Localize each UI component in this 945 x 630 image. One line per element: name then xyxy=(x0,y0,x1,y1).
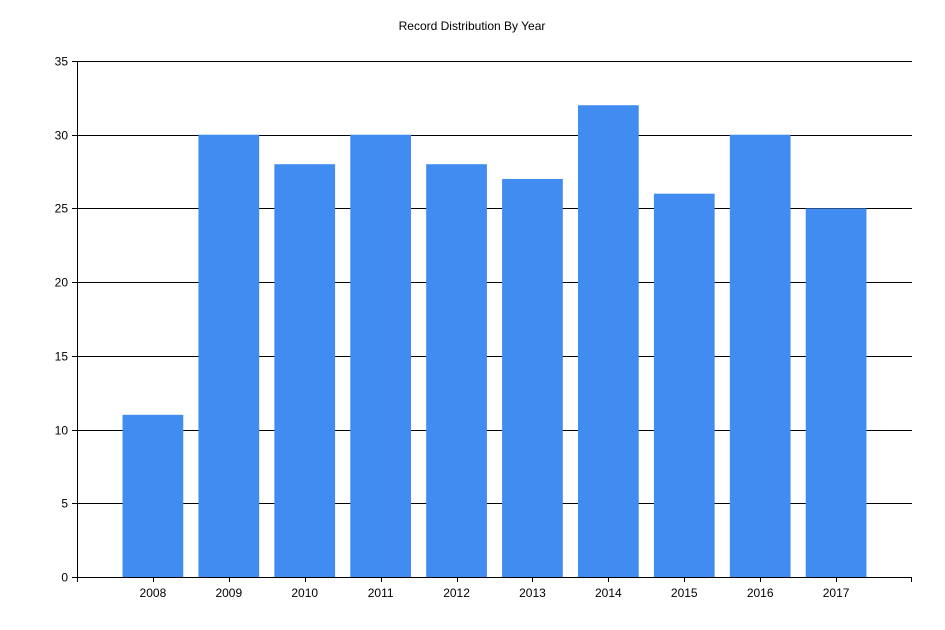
bars xyxy=(122,105,867,577)
bar-2016[interactable] xyxy=(729,134,791,577)
chart-title: Record Distribution By Year xyxy=(399,19,546,33)
bar-2017[interactable] xyxy=(805,208,867,577)
y-tick-label: 0 xyxy=(61,571,68,585)
x-tick-label: 2014 xyxy=(595,586,622,600)
y-tick-label: 20 xyxy=(55,276,69,290)
y-tick-label: 30 xyxy=(55,129,69,143)
x-tick-label: 2008 xyxy=(140,586,167,600)
x-tick-label: 2012 xyxy=(443,586,470,600)
bar-2009[interactable] xyxy=(198,134,260,577)
x-tick-label: 2010 xyxy=(291,586,318,600)
x-tick-label: 2013 xyxy=(519,586,546,600)
bar-2011[interactable] xyxy=(350,134,411,577)
x-tick-label: 2017 xyxy=(823,586,850,600)
x-tick-label: 2009 xyxy=(215,586,242,600)
y-tick-label: 15 xyxy=(55,350,69,364)
bar-2008[interactable] xyxy=(122,414,184,577)
bar-2013[interactable] xyxy=(502,178,563,577)
x-tick-label: 2016 xyxy=(747,586,774,600)
axes xyxy=(77,61,912,582)
bar-2014[interactable] xyxy=(578,105,639,577)
bar-2015[interactable] xyxy=(653,193,715,577)
y-tick-label: 5 xyxy=(61,497,68,511)
x-tick-label: 2015 xyxy=(671,586,698,600)
x-tick-label: 2011 xyxy=(368,586,394,600)
y-tick-label: 35 xyxy=(55,55,69,69)
y-tick-label: 25 xyxy=(55,202,69,216)
bar-2010[interactable] xyxy=(274,164,336,577)
y-axis-ticks: 0 5 10 15 20 25 30 35 xyxy=(55,55,77,585)
x-axis-ticks: 2008 2009 2010 2011 2012 2013 2014 2015 2016 2017 xyxy=(140,577,850,600)
bar-2012[interactable] xyxy=(426,164,487,577)
y-tick-label: 10 xyxy=(55,424,69,438)
